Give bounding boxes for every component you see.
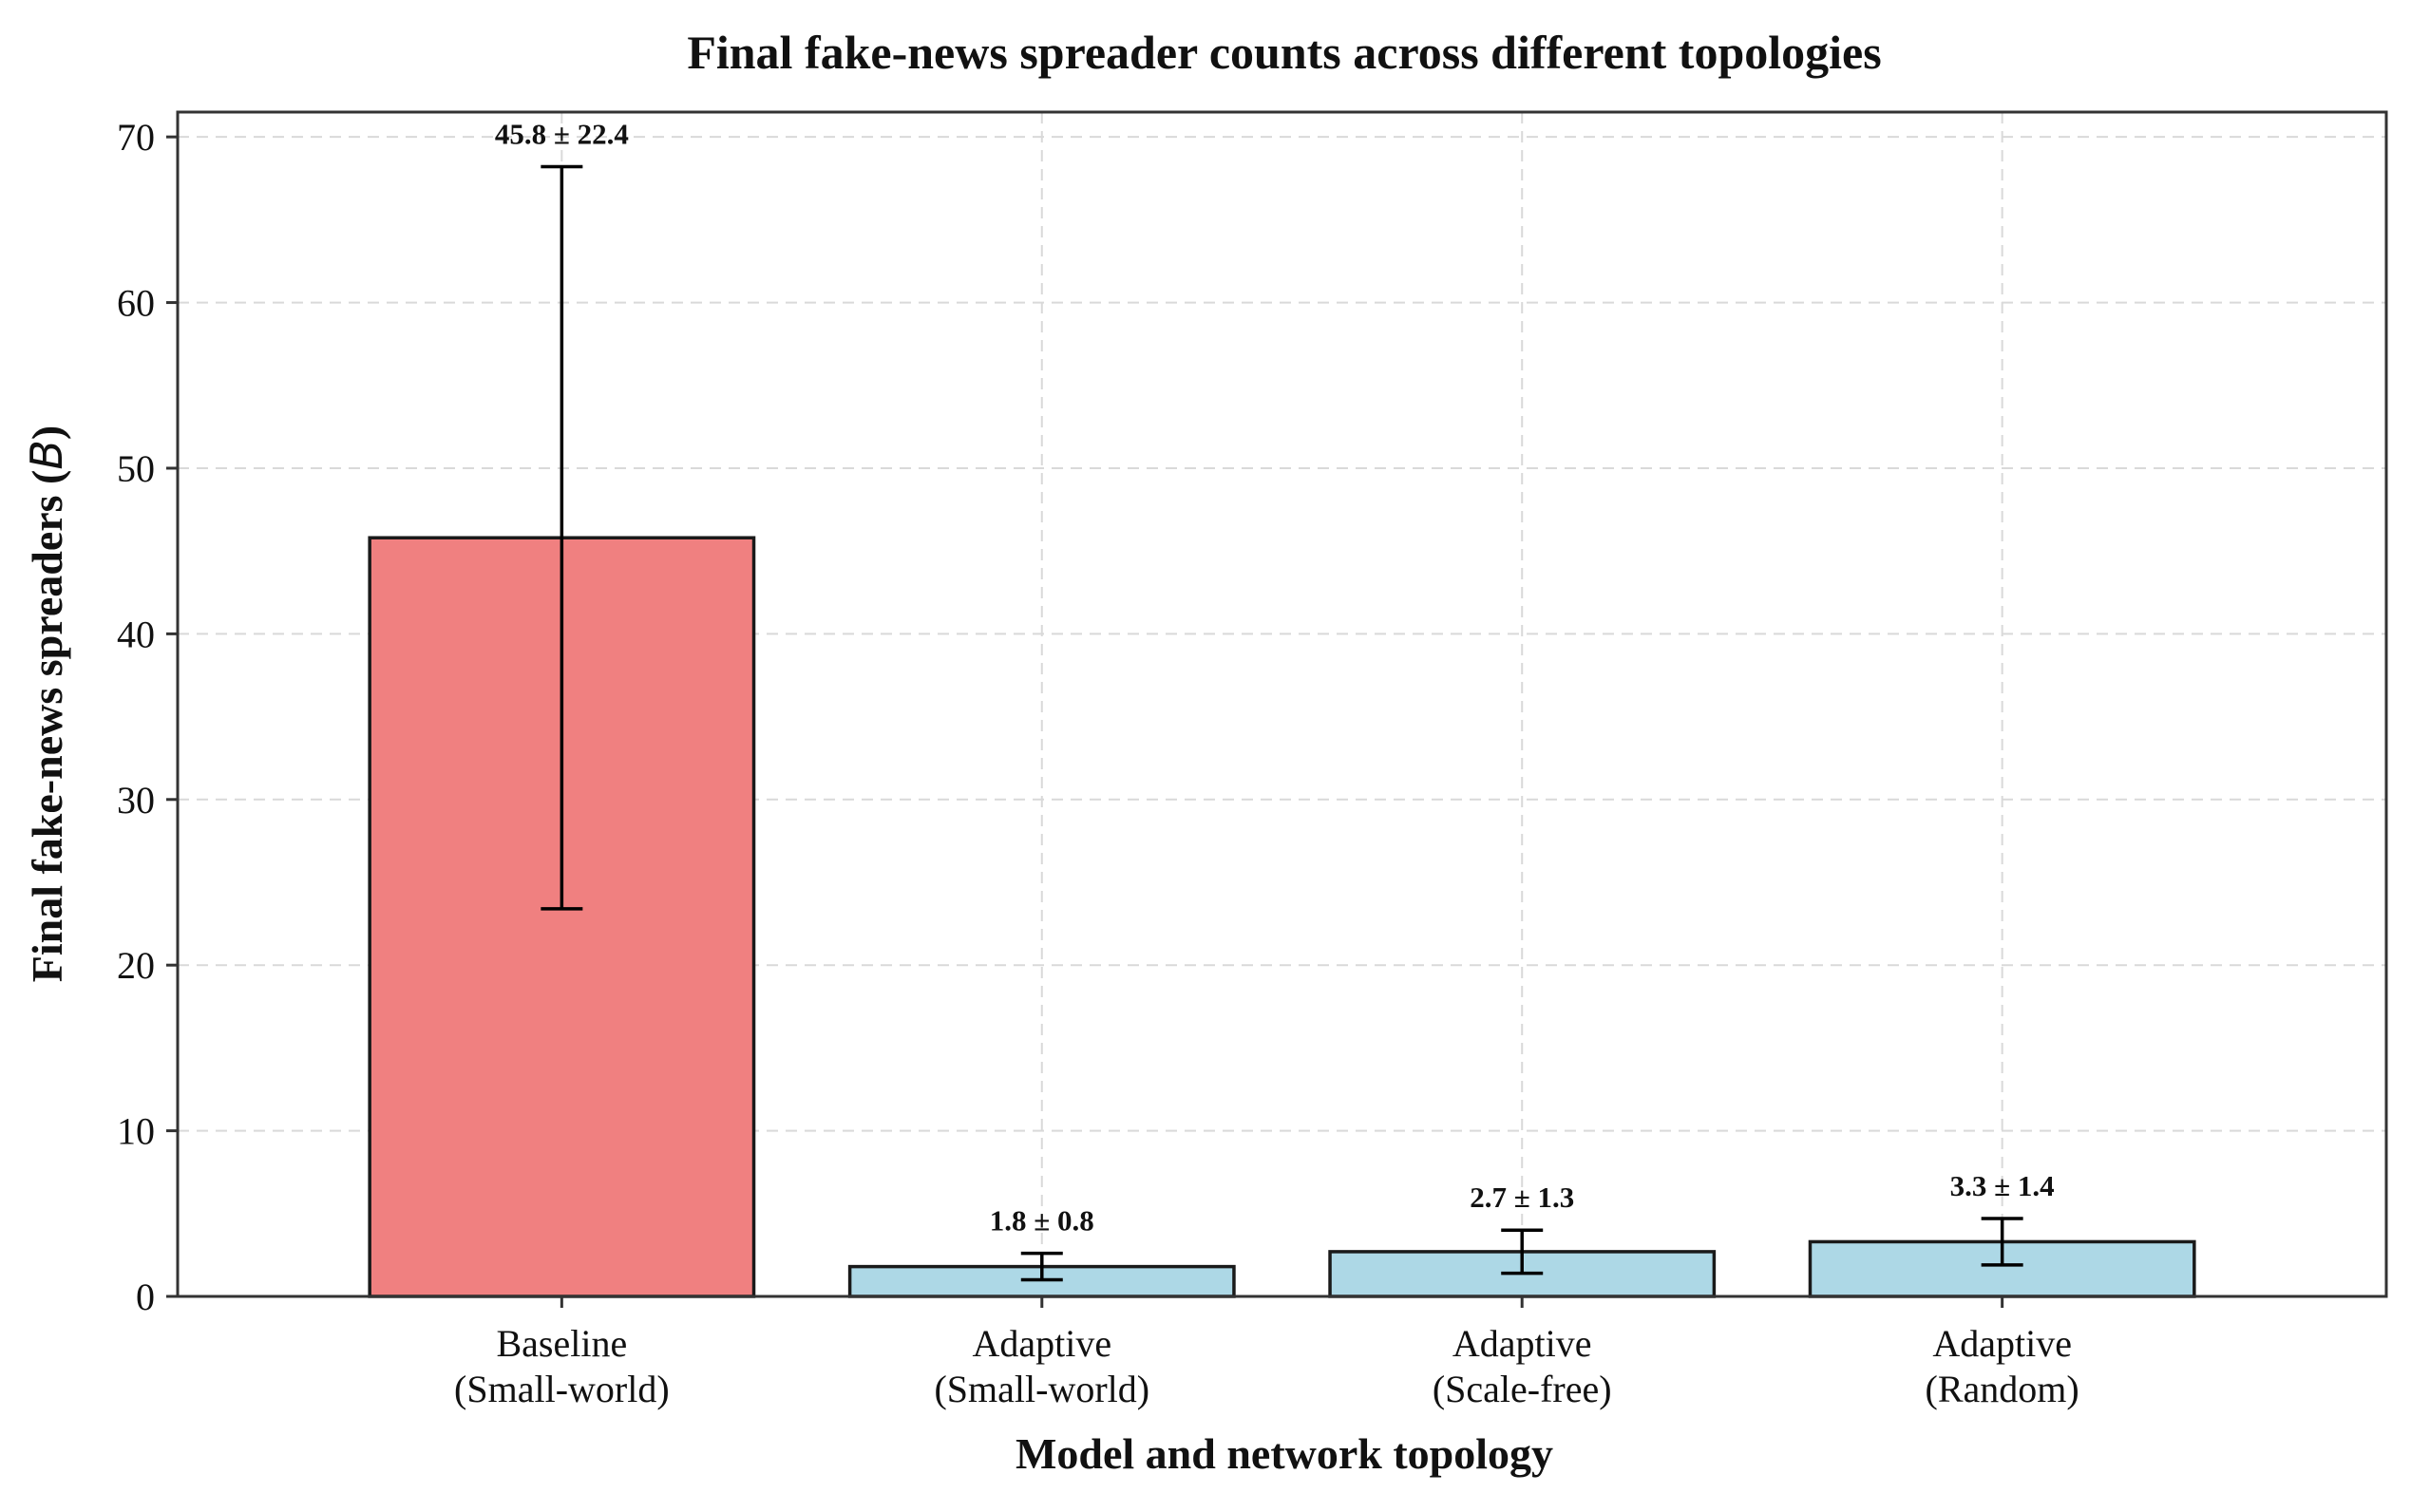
y-tick-label: 50 (117, 447, 155, 490)
data-label: 1.8 ± 0.8 (990, 1204, 1094, 1238)
x-axis-label: Model and network topology (1016, 1429, 1553, 1478)
y-tick-label: 70 (117, 116, 155, 159)
y-axis-label: Final fake-news spreaders (B) (21, 425, 72, 983)
y-axis-label-suffix: ) (23, 425, 71, 440)
x-tick-label: (Small-world) (454, 1368, 670, 1410)
x-tick-label: (Scale-free) (1433, 1368, 1612, 1410)
x-tick-label: (Small-world) (934, 1368, 1149, 1410)
error-bars (541, 164, 2023, 1282)
x-tick-label: Adaptive (972, 1322, 1111, 1365)
y-tick-label: 10 (117, 1110, 155, 1153)
error-bar (541, 164, 583, 911)
x-axis-ticks: Baseline(Small-world)Adaptive(Small-worl… (454, 1296, 2079, 1410)
chart-title: Final fake-news spreader counts across d… (687, 26, 1881, 79)
data-label: 3.3 ± 1.4 (1950, 1169, 2055, 1202)
y-axis-label-symbol: B (21, 440, 72, 470)
error-bar (1981, 1217, 2023, 1267)
x-tick-label: Adaptive (1932, 1322, 2072, 1365)
x-tick-label: (Random) (1926, 1368, 2079, 1410)
error-bar (1020, 1251, 1063, 1282)
x-tick-label: Adaptive (1452, 1322, 1592, 1365)
data-labels: 45.8 ± 22.4 1.8 ± 0.8 2.7 ± 1.3 3.3 ± 1.4 (495, 118, 2055, 1238)
y-axis-label-text: Final fake-news spreaders ( (23, 470, 71, 983)
plot-frame (176, 110, 2388, 1298)
y-tick-label: 0 (136, 1276, 155, 1318)
error-bar (1501, 1228, 1544, 1276)
y-tick-label: 20 (117, 944, 155, 987)
y-tick-label: 60 (117, 282, 155, 325)
x-tick-label: Baseline (496, 1322, 627, 1365)
data-label: 45.8 ± 22.4 (495, 118, 629, 151)
bars (368, 536, 2196, 1298)
y-tick-label: 40 (117, 613, 155, 655)
y-axis-ticks: 0 10 20 30 40 50 60 70 (117, 116, 178, 1318)
data-label: 2.7 ± 1.3 (1470, 1181, 1574, 1214)
y-tick-label: 30 (117, 779, 155, 822)
